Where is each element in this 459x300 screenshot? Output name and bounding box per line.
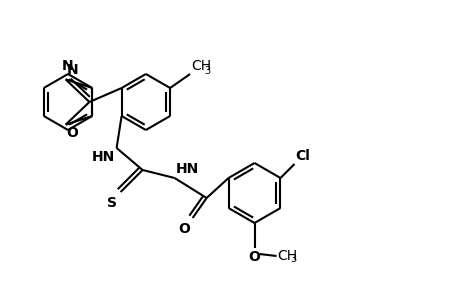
Text: CH: CH: [277, 249, 297, 263]
Text: HN: HN: [175, 162, 198, 176]
Text: S: S: [106, 196, 117, 210]
Text: O: O: [67, 126, 78, 140]
Text: Cl: Cl: [295, 149, 310, 163]
Text: 3: 3: [290, 254, 296, 264]
Text: CH: CH: [190, 59, 211, 73]
Text: HN: HN: [91, 150, 114, 164]
Text: O: O: [248, 250, 260, 264]
Text: O: O: [179, 222, 190, 236]
Text: N: N: [67, 63, 78, 77]
Text: 3: 3: [204, 66, 210, 76]
Text: N: N: [62, 59, 73, 73]
